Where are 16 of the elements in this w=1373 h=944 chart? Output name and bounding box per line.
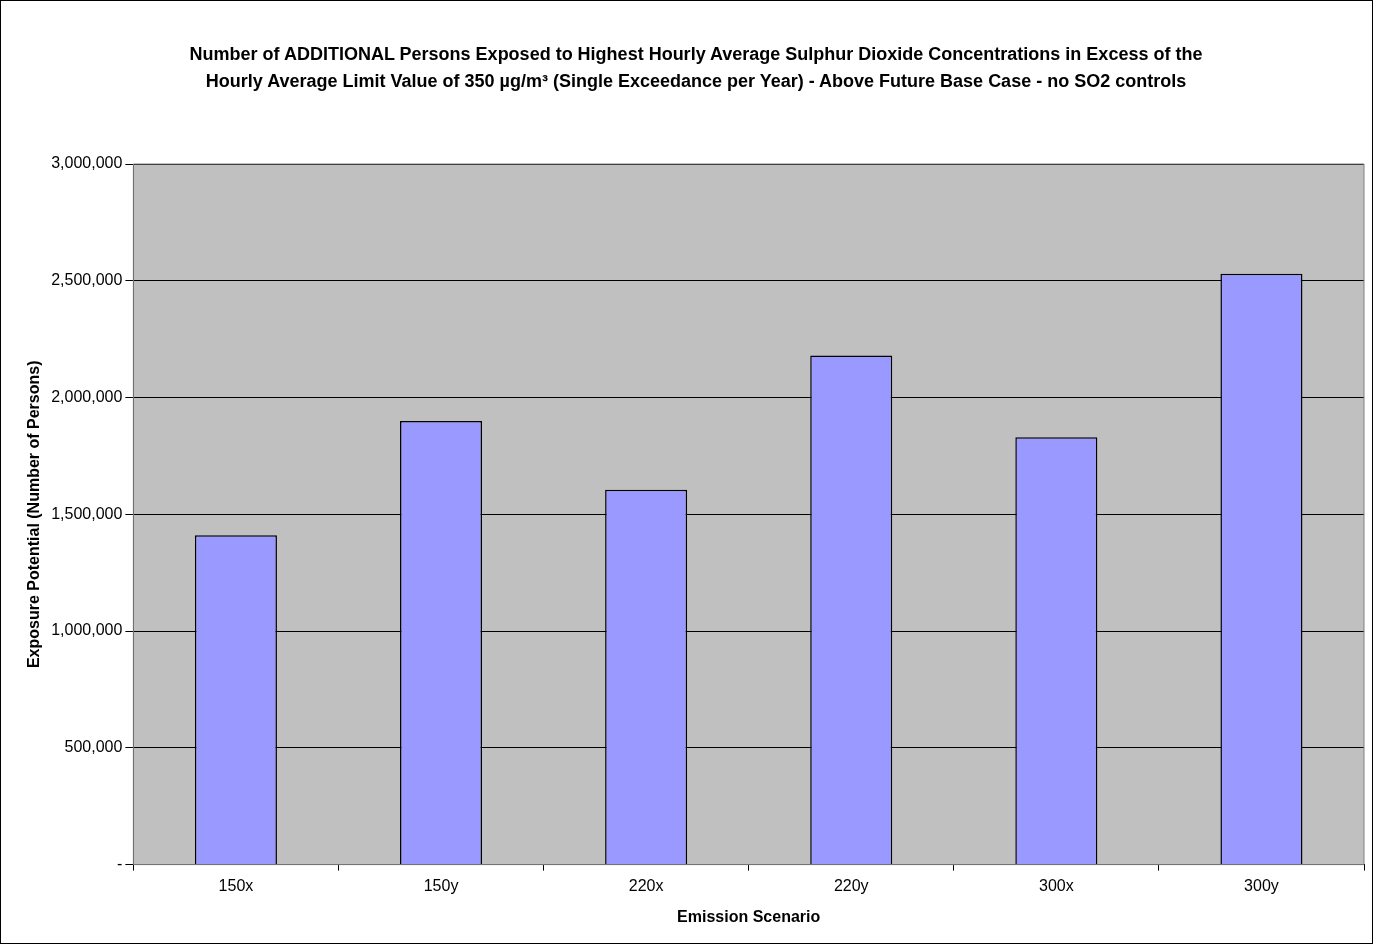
y-tick-label: - [117,855,123,873]
y-axis-title: Exposure Potential (Number of Persons) [25,360,43,669]
y-tick-label: 500,000 [64,738,123,756]
y-tick-label: 2,000,000 [51,387,123,405]
x-tick-label: 220y [833,876,869,894]
y-tick-label: 2,500,000 [51,271,123,289]
y-tick-label: 3,000,000 [51,154,123,172]
chart-title: Number of ADDITIONAL Persons Exposed to Highest Hourly Average Sulphur Dioxide Concentrations in Excess of the Hourly Average Limit Value of 350 µg/m³ (Single Exceedance per Year) - Above Future Base Case - no SO2 controls [188,43,1204,93]
x-tick-label: 150y [423,876,459,894]
x-tick-label: 220x [628,876,664,894]
x-tick-label: 300x [1038,876,1074,894]
x-tick-label: 150x [218,876,254,894]
y-tick-label: 1,500,000 [51,504,123,522]
x-axis-title: Emission Scenario [677,907,821,925]
y-tick-label: 1,000,000 [51,621,123,639]
x-tick-label: 300y [1244,876,1279,894]
